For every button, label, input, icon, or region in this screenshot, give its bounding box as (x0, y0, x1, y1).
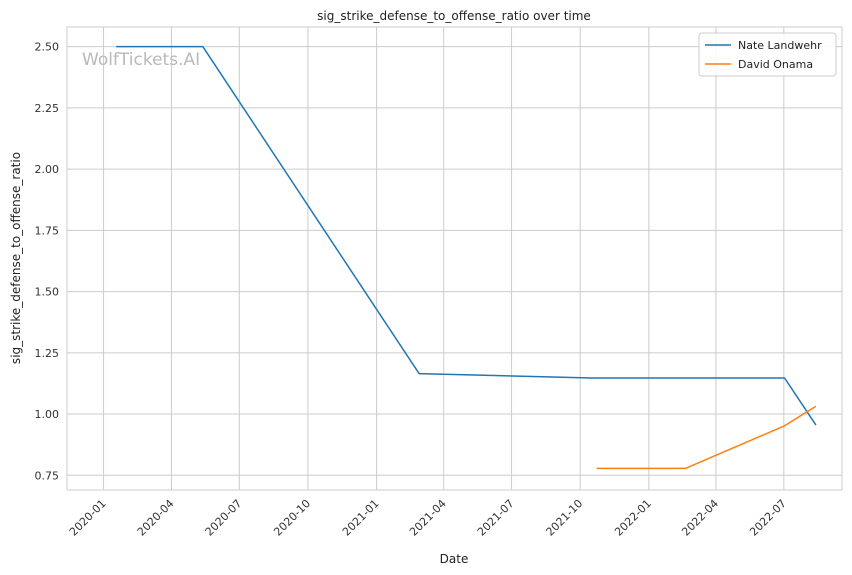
x-tick-label: 2021-07 (475, 497, 517, 539)
grid (67, 27, 842, 490)
x-tick-label: 2020-01 (67, 497, 109, 539)
series-line-nate-landwehr (116, 45, 817, 426)
legend-label-david-onama: David Onama (738, 58, 813, 71)
y-tick-label: 1.75 (35, 224, 60, 237)
y-axis-label: sig_strike_defense_to_offense_ratio (9, 152, 23, 364)
watermark: WolfTickets.AI (82, 50, 200, 70)
x-tick-label: 2020-04 (135, 497, 177, 539)
legend-label-nate-landwehr: Nate Landwehr (738, 39, 822, 52)
y-tick-label: 2.00 (35, 163, 60, 176)
x-tick-label: 2020-07 (203, 497, 245, 539)
y-tick-label: 1.25 (35, 347, 60, 360)
series-line-david-onama (596, 405, 817, 470)
x-tick-label: 2021-10 (544, 497, 586, 539)
y-tick-labels: 0.75 1.00 1.25 1.50 1.75 2.00 2.25 2.50 (35, 41, 60, 483)
x-tick-labels: 2020-01 2020-04 2020-07 2020-10 2021-01 2021-… (67, 497, 789, 539)
y-tick-label: 0.75 (35, 469, 60, 482)
y-tick-label: 2.25 (35, 102, 60, 115)
x-tick-label: 2021-01 (340, 497, 382, 539)
y-tick-label: 1.50 (35, 286, 60, 299)
x-tick-label: 2022-01 (612, 497, 654, 539)
series-lines (116, 45, 817, 470)
x-axis-label: Date (440, 552, 469, 566)
legend-box (698, 32, 837, 77)
x-tick-label: 2022-07 (747, 497, 789, 539)
y-tick-label: 2.50 (35, 41, 60, 54)
x-tick-label: 2022-04 (679, 497, 721, 539)
plot-area (66, 26, 843, 491)
x-tick-label: 2021-04 (407, 497, 449, 539)
chart-title: sig_strike_defense_to_offense_ratio over… (317, 9, 591, 23)
legend: Nate Landwehr David Onama (698, 32, 837, 77)
y-tick-label: 1.00 (35, 408, 60, 421)
x-tick-label: 2020-10 (271, 497, 313, 539)
